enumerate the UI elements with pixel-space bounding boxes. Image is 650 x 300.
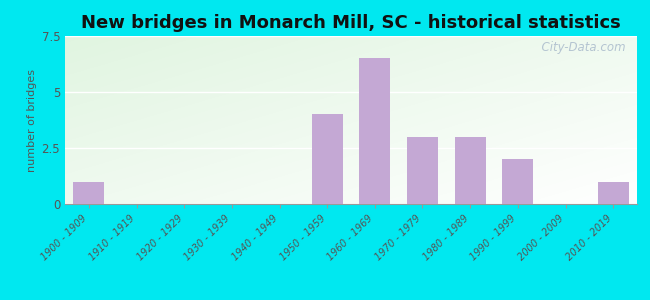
Title: New bridges in Monarch Mill, SC - historical statistics: New bridges in Monarch Mill, SC - histor… bbox=[81, 14, 621, 32]
Bar bbox=[454, 137, 486, 204]
Text: City-Data.com: City-Data.com bbox=[534, 41, 625, 54]
Bar bbox=[73, 182, 104, 204]
Bar bbox=[311, 114, 343, 204]
Bar bbox=[359, 58, 390, 204]
Y-axis label: number of bridges: number of bridges bbox=[27, 68, 37, 172]
Bar bbox=[598, 182, 629, 204]
Bar bbox=[502, 159, 534, 204]
Bar bbox=[407, 137, 438, 204]
